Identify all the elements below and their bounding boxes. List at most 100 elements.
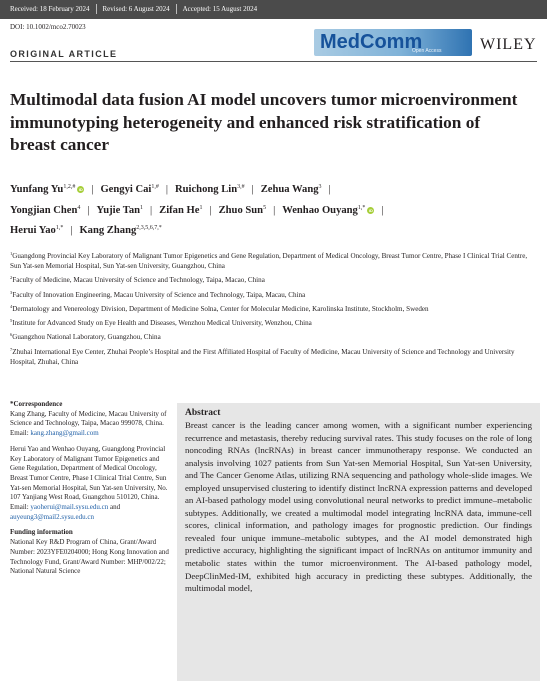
author-superscript: 1,# xyxy=(151,184,159,190)
author-name-text: Gengyi Cai xyxy=(100,184,152,195)
abstract-text: Breast cancer is the leading cancer amon… xyxy=(185,420,532,594)
affiliation-item: 2Faculty of Medicine, Macau University o… xyxy=(10,275,537,285)
affiliation-item: 4Dermatology and Venereology Division, D… xyxy=(10,304,537,314)
divider xyxy=(95,4,97,15)
correspondence: *Correspondence Kang Zhang, Faculty of M… xyxy=(10,400,172,439)
author-name-text: Ruichong Lin xyxy=(174,184,238,195)
author-superscript: 1 xyxy=(199,204,203,211)
email-link[interactable]: kang.zhang@gmail.com xyxy=(30,429,99,438)
author-name[interactable]: Ruichong Lin3,# xyxy=(175,184,245,195)
received-date: Received: 18 February 2024 xyxy=(10,5,90,13)
orcid-icon[interactable]: iD xyxy=(367,206,375,214)
journal-logo-text: MedComm xyxy=(320,31,423,53)
affiliation-item: 5Institute for Advanced Study on Eye Hea… xyxy=(10,318,537,328)
author-name[interactable]: Yongjian Chen4 xyxy=(10,205,80,216)
author-separator: | xyxy=(70,225,73,236)
author-separator: | xyxy=(209,204,212,216)
email-link[interactable]: auyeung3@mail2.sysu.edu.cn xyxy=(10,512,95,521)
revised-date: Revised: 6 August 2024 xyxy=(102,5,170,13)
author-name-text: Zifan He xyxy=(159,204,200,216)
author-superscript: 2,3,5,6,7,* xyxy=(136,225,162,231)
affiliation-text: Faculty of Medicine, Macau University of… xyxy=(12,276,265,285)
correspondence-heading: *Correspondence xyxy=(10,400,63,408)
orcid-icon[interactable]: iD xyxy=(77,186,85,193)
author-list: Yunfang Yu1,2,# iD | Gengyi Cai1,# | Ruichong… xyxy=(10,180,537,242)
author-name[interactable]: Gengyi Cai1,# xyxy=(100,184,158,195)
affiliation-text: Zhuhai International Eye Center, Zhuhai … xyxy=(10,347,515,366)
affiliation-number: 7 xyxy=(10,346,13,352)
correspondence-address: Kang Zhang, Faculty of Medicine, Macau U… xyxy=(10,409,167,428)
author-superscript: 1,* xyxy=(357,204,366,211)
journal-logo-subtitle: Open Access xyxy=(412,48,442,54)
email-label: Email: xyxy=(10,429,31,438)
author-superscript: 1,* xyxy=(55,225,64,231)
author-separator: | xyxy=(328,184,331,195)
article-type: ORIGINAL ARTICLE xyxy=(10,49,118,59)
affiliation-number: 1 xyxy=(10,251,13,256)
article-title: Multimodal data fusion AI model uncovers… xyxy=(10,90,518,154)
author-name[interactable]: Zehua Wang3 xyxy=(261,184,322,195)
author-name-text: Yongjian Chen xyxy=(10,204,78,216)
affiliation-number: 5 xyxy=(10,318,13,324)
affiliation-list: 1Guangdong Provincial Key Laboratory of … xyxy=(10,251,537,371)
author-separator: | xyxy=(273,204,276,216)
doi[interactable]: DOI: 10.1002/mco2.70023 xyxy=(10,23,86,31)
funding-text: National Key R&D Program of China, Grant… xyxy=(10,538,169,576)
author-separator: | xyxy=(381,204,384,216)
author-name[interactable]: Wenhao Ouyang1,* iD xyxy=(282,204,375,216)
funding: Funding information National Key R&D Pro… xyxy=(10,528,172,577)
affiliation-number: 3 xyxy=(10,289,13,295)
correspondence-second: Herui Yao and Wenhao Ouyang, Guangdong P… xyxy=(10,445,172,523)
author-superscript: 4 xyxy=(77,204,81,211)
affiliation-item: 3Faculty of Innovation Engineering, Maca… xyxy=(10,290,537,300)
author-name-text: Herui Yao xyxy=(10,225,56,236)
affiliation-item: 6Guangzhou National Laboratory, Guangzho… xyxy=(10,332,537,342)
author-name[interactable]: Herui Yao1,* xyxy=(10,225,63,236)
email-link[interactable]: yaoherui@mail.sysu.edu.cn xyxy=(30,503,109,512)
author-superscript: 3,# xyxy=(237,184,245,190)
author-name-text: Zehua Wang xyxy=(260,184,319,195)
author-name-text: Kang Zhang xyxy=(79,225,137,236)
affiliation-text: Guangzhou National Laboratory, Guangzhou… xyxy=(12,333,161,342)
publisher-logo[interactable]: WILEY xyxy=(480,36,537,53)
author-name-text: Wenhao Ouyang xyxy=(282,204,358,216)
author-name[interactable]: Yunfang Yu1,2,# iD xyxy=(10,184,85,195)
abstract-heading: Abstract xyxy=(185,408,221,418)
history-bar: Received: 18 February 2024 Revised: 6 Aug… xyxy=(0,0,547,19)
affiliation-item: 7Zhuhai International Eye Center, Zhuhai… xyxy=(10,347,537,367)
author-name-text: Yunfang Yu xyxy=(10,184,64,195)
affiliation-text: Guangdong Provincial Key Laboratory of M… xyxy=(10,252,528,270)
affiliation-text: Dermatology and Venereology Division, De… xyxy=(12,304,429,313)
author-separator: | xyxy=(91,184,94,195)
email-conjunction: and xyxy=(108,503,121,512)
author-superscript: 3 xyxy=(318,184,322,190)
affiliation-number: 4 xyxy=(10,303,13,309)
email-label: Email: xyxy=(10,503,31,512)
journal-logo[interactable]: MedComm Open Access xyxy=(314,29,472,56)
author-separator: | xyxy=(87,204,90,216)
author-name[interactable]: Yujie Tan1 xyxy=(97,205,143,216)
affiliation-item: 1Guangdong Provincial Key Laboratory of … xyxy=(10,251,537,271)
affiliation-text: Faculty of Innovation Engineering, Macau… xyxy=(12,290,306,299)
author-superscript: 5 xyxy=(263,204,267,211)
abstract-box: Abstract Breast cancer is the leading ca… xyxy=(177,403,540,681)
author-superscript: 1 xyxy=(140,204,144,211)
affiliation-number: 6 xyxy=(10,332,13,338)
affiliation-text: Institute for Advanced Study on Eye Heal… xyxy=(12,319,312,328)
author-separator: | xyxy=(165,184,168,195)
divider xyxy=(175,4,177,15)
author-name[interactable]: Zifan He1 xyxy=(159,205,202,216)
author-name-text: Zhuo Sun xyxy=(218,204,264,216)
author-name[interactable]: Kang Zhang2,3,5,6,7,* xyxy=(79,225,161,236)
header-rule xyxy=(10,61,537,62)
affiliation-number: 2 xyxy=(10,275,13,281)
accepted-date: Accepted: 15 August 2024 xyxy=(182,5,258,13)
author-name[interactable]: Zhuo Sun5 xyxy=(219,205,266,216)
author-separator: | xyxy=(150,204,153,216)
author-superscript: 1,2,# xyxy=(63,184,76,190)
correspondence-column: *Correspondence Kang Zhang, Faculty of M… xyxy=(10,400,172,583)
author-separator: | xyxy=(251,184,254,195)
author-name-text: Yujie Tan xyxy=(96,204,141,216)
funding-heading: Funding information xyxy=(10,528,73,537)
correspondence-address: Herui Yao and Wenhao Ouyang, Guangdong P… xyxy=(10,444,168,502)
